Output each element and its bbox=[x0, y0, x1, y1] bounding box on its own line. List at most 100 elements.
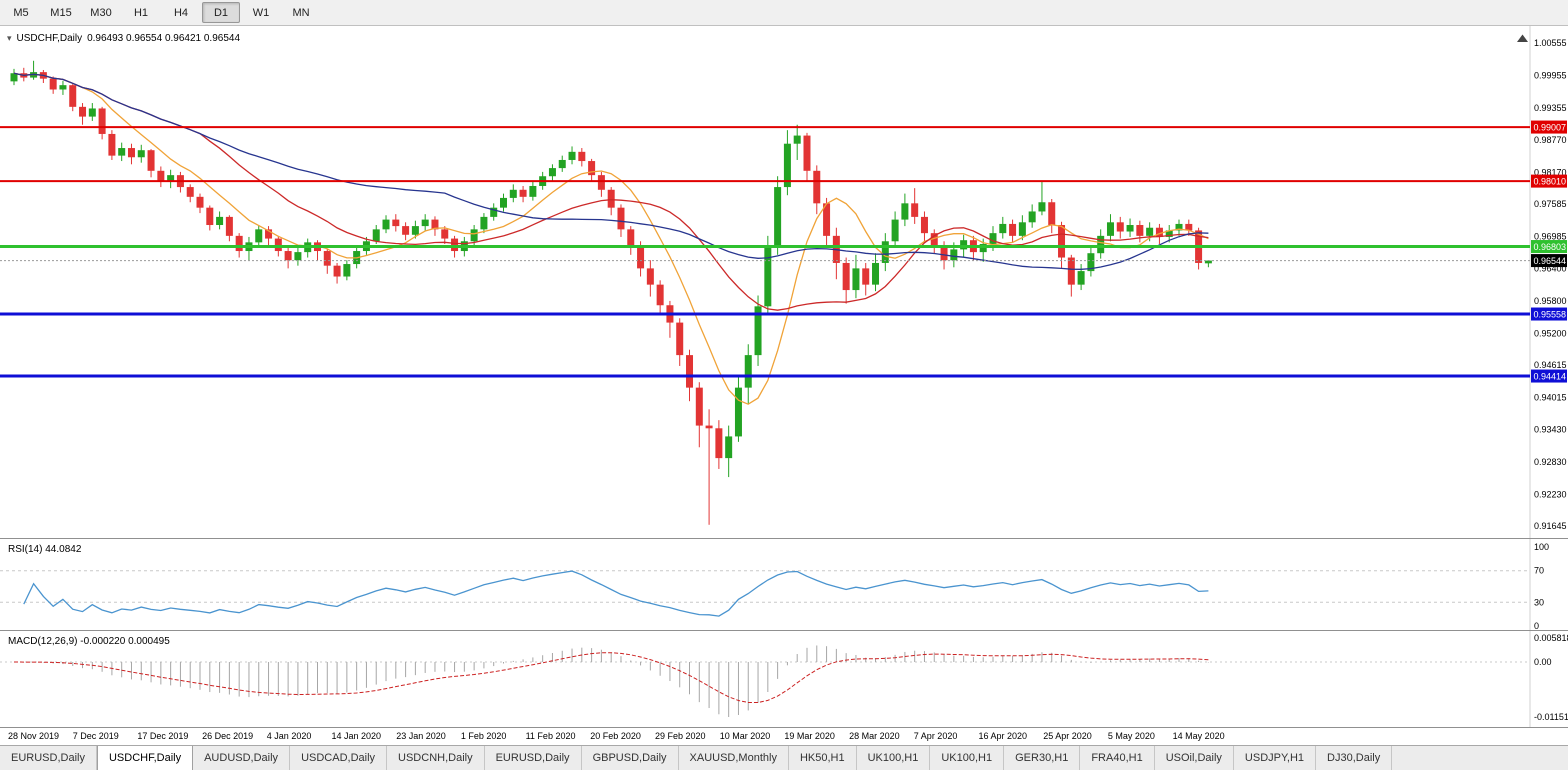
date-axis-label: 16 Apr 2020 bbox=[978, 731, 1028, 741]
current-price-box bbox=[1531, 254, 1567, 268]
price-chart-panel[interactable]: 1.00555 0.99955 0.99355 0.98770 0.98170 0.975… bbox=[0, 26, 1568, 538]
date-axis-label: 5 May 2020 bbox=[1107, 731, 1155, 741]
chart-tab-fra40-h1[interactable]: FRA40,H1 bbox=[1080, 746, 1155, 770]
rsi-axis-label: 70 bbox=[1534, 566, 1544, 576]
mid-ma-line[interactable] bbox=[13, 72, 1209, 311]
chart-tab-gbpusd-daily[interactable]: GBPUSD,Daily bbox=[582, 746, 679, 770]
macd-signal-line bbox=[13, 652, 1209, 703]
price-axis-label: 0.96985 bbox=[1534, 232, 1567, 242]
date-axis-label: 28 Nov 2019 bbox=[8, 731, 60, 741]
chart-tab-eurusd-daily[interactable]: EURUSD,Daily bbox=[0, 746, 97, 770]
price-axis-label: 0.94015 bbox=[1534, 393, 1567, 403]
chart-tab-usdchf-daily[interactable]: USDCHF,Daily bbox=[96, 746, 194, 770]
date-axis-label: 20 Feb 2020 bbox=[590, 731, 641, 741]
macd-indicator-panel[interactable]: 0.005818 0.00 -0.011514 MACD(12,26,9) -0.0… bbox=[0, 630, 1568, 727]
chart-tab-usdcnh-daily[interactable]: USDCNH,Daily bbox=[387, 746, 485, 770]
chart-tab-ger30-h1[interactable]: GER30,H1 bbox=[1004, 746, 1081, 770]
chart-tab-usdjpy-h1[interactable]: USDJPY,H1 bbox=[1234, 746, 1317, 770]
date-axis-label: 1 Feb 2020 bbox=[460, 731, 507, 741]
slow-ma-line[interactable] bbox=[13, 72, 1209, 270]
price-axis-label: 0.99355 bbox=[1534, 103, 1567, 113]
chart-symbol-label: USDCHF,Daily bbox=[16, 33, 83, 44]
macd-axis-label: -0.011514 bbox=[1534, 712, 1568, 722]
chart-tab-dj30-daily[interactable]: DJ30,Daily bbox=[1316, 746, 1393, 770]
date-axis-label: 28 Mar 2020 bbox=[849, 731, 900, 741]
fast-ma-line[interactable] bbox=[13, 72, 1209, 405]
price-axis-label: 0.92830 bbox=[1534, 457, 1567, 467]
price-axis-label: 0.98170 bbox=[1534, 167, 1567, 177]
date-axis: 28 Nov 2019 7 Dec 2019 17 Dec 2019 26 Dec 2… bbox=[0, 727, 1568, 745]
level-price-label: 0.96803 bbox=[1534, 242, 1567, 252]
chart-tab-uk100-h1[interactable]: UK100,H1 bbox=[857, 746, 931, 770]
date-axis-label: 23 Jan 2020 bbox=[396, 731, 446, 741]
price-axis-label: 0.94615 bbox=[1534, 360, 1567, 370]
horizontal-level-lines[interactable]: 0.99007 0.98010 0.96803 0.95558 0.94414 bbox=[0, 120, 1567, 383]
price-axis-label: 1.00555 bbox=[1534, 38, 1567, 48]
level-price-label: 0.95558 bbox=[1534, 310, 1567, 320]
chart-header: ▾ USDCHF,Daily 0.96493 0.96554 0.96421 0… bbox=[7, 33, 240, 44]
date-axis-label: 14 Jan 2020 bbox=[331, 731, 382, 741]
chart-tab-hk50-h1[interactable]: HK50,H1 bbox=[789, 746, 857, 770]
date-axis-label: 14 May 2020 bbox=[1172, 731, 1225, 741]
date-axis-label: 26 Dec 2019 bbox=[202, 731, 254, 741]
price-axis-label: 0.91645 bbox=[1534, 521, 1567, 531]
timeframe-button-w1[interactable]: W1 bbox=[252, 6, 270, 19]
chart-tab-usdcad-daily[interactable]: USDCAD,Daily bbox=[290, 746, 388, 770]
date-axis-label: 10 Mar 2020 bbox=[719, 731, 771, 741]
rsi-label: RSI(14) 44.0842 bbox=[8, 544, 82, 555]
price-axis-label: 0.97585 bbox=[1534, 199, 1567, 209]
rsi-axis-label: 0 bbox=[1534, 621, 1539, 630]
macd-axis-label: 0.005818 bbox=[1534, 633, 1568, 643]
collapse-chart-icon[interactable]: ▾ bbox=[7, 33, 12, 43]
price-axis-label: 0.96400 bbox=[1534, 263, 1567, 273]
level-price-box bbox=[1531, 240, 1567, 254]
timeframe-button-h4[interactable]: H4 bbox=[173, 6, 189, 19]
price-chart-canvas[interactable]: 1.00555 0.99955 0.99355 0.98770 0.98170 0.975… bbox=[0, 26, 1568, 538]
timeframe-button-h1[interactable]: H1 bbox=[133, 6, 149, 19]
rsi-indicator-panel[interactable]: 100 70 30 0 RSI(14) 44.0842 bbox=[0, 538, 1568, 631]
price-axis: 1.00555 0.99955 0.99355 0.98770 0.98170 0.975… bbox=[1534, 38, 1567, 531]
level-price-box bbox=[1531, 120, 1567, 134]
timeframe-button-mn[interactable]: MN bbox=[292, 6, 310, 19]
date-axis-label: 11 Feb 2020 bbox=[525, 731, 576, 741]
chart-ohlc-values: 0.96493 0.96554 0.96421 0.96544 bbox=[87, 33, 241, 44]
rsi-axis-label: 100 bbox=[1534, 542, 1549, 552]
price-axis-label: 0.99955 bbox=[1534, 71, 1567, 81]
date-axis-label: 29 Feb 2020 bbox=[655, 731, 706, 741]
price-axis-label: 0.95200 bbox=[1534, 328, 1567, 338]
candlestick-series[interactable] bbox=[10, 60, 1212, 525]
chart-tab-eurusd-daily[interactable]: EURUSD,Daily bbox=[485, 746, 582, 770]
timeframe-button-d1[interactable]: D1 bbox=[202, 2, 240, 23]
timeframe-button-m5[interactable]: M5 bbox=[13, 6, 29, 19]
chart-tab-uk100-h1[interactable]: UK100,H1 bbox=[930, 746, 1005, 770]
level-price-label: 0.94414 bbox=[1534, 372, 1567, 382]
timeframe-button-m30[interactable]: M30 bbox=[90, 6, 112, 19]
scroll-up-icon[interactable] bbox=[1517, 34, 1528, 43]
timeframe-toolbar: M5 M15 M30 H1 H4 D1 W1 MN bbox=[0, 0, 1568, 26]
timeframe-button-m15[interactable]: M15 bbox=[50, 6, 72, 19]
chart-tab-audusd-daily[interactable]: AUDUSD,Daily bbox=[193, 746, 291, 770]
price-axis-label: 0.93430 bbox=[1534, 424, 1567, 434]
level-price-label: 0.98010 bbox=[1534, 177, 1567, 187]
macd-axis-label: 0.00 bbox=[1534, 657, 1552, 667]
date-axis-label: 17 Dec 2019 bbox=[137, 731, 189, 741]
rsi-axis-label: 30 bbox=[1534, 597, 1544, 607]
level-price-box bbox=[1531, 369, 1567, 383]
level-price-label: 0.99007 bbox=[1534, 123, 1567, 133]
price-axis-label: 0.98770 bbox=[1534, 135, 1567, 145]
date-axis-label: 7 Dec 2019 bbox=[72, 731, 119, 741]
chart-tab-usoil-daily[interactable]: USOil,Daily bbox=[1155, 746, 1234, 770]
date-axis-label: 25 Apr 2020 bbox=[1043, 731, 1092, 741]
date-axis-label: 4 Jan 2020 bbox=[266, 731, 312, 741]
chart-tab-xauusd-monthly[interactable]: XAUUSD,Monthly bbox=[679, 746, 789, 770]
macd-label: MACD(12,26,9) -0.000220 0.000495 bbox=[8, 636, 170, 647]
level-price-box bbox=[1531, 174, 1567, 188]
current-price-label: 0.96544 bbox=[1534, 256, 1567, 266]
rsi-canvas[interactable]: 100 70 30 0 bbox=[0, 539, 1568, 631]
macd-histogram bbox=[23, 645, 1209, 717]
level-price-box bbox=[1531, 307, 1567, 321]
macd-canvas[interactable]: 0.005818 0.00 -0.011514 bbox=[0, 631, 1568, 727]
price-axis-label: 0.95800 bbox=[1534, 296, 1567, 306]
price-axis-label: 0.92230 bbox=[1534, 489, 1567, 499]
